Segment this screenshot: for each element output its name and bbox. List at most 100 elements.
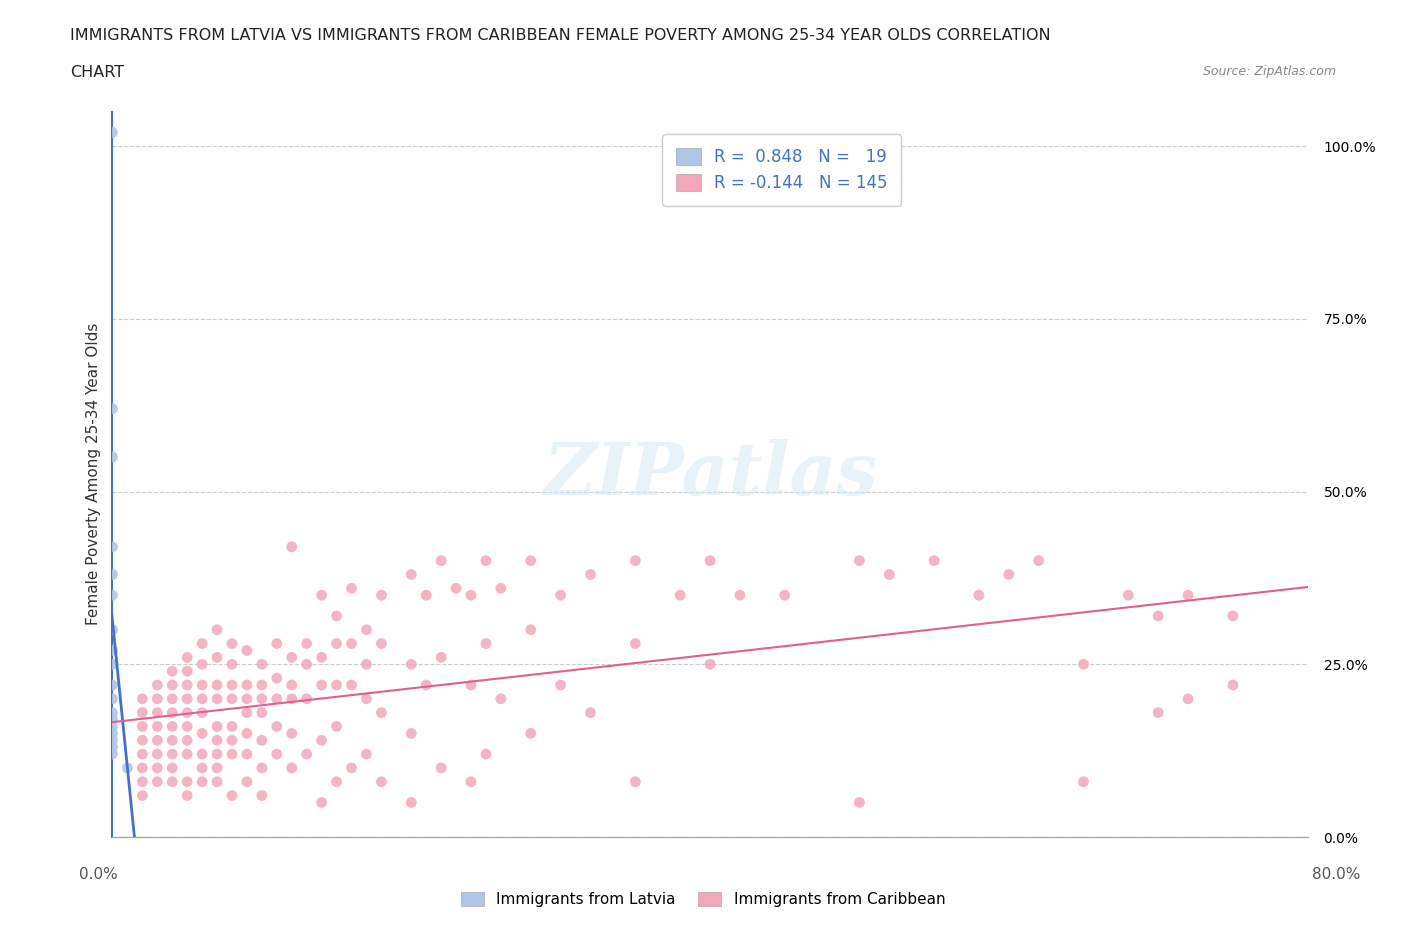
Point: [266, 636, 288, 651]
Point: [250, 733, 273, 748]
Point: [176, 719, 198, 734]
Point: [295, 691, 318, 706]
Point: [325, 678, 347, 693]
Point: [146, 775, 169, 790]
Point: [205, 733, 228, 748]
Point: [176, 733, 198, 748]
Point: [728, 588, 751, 603]
Point: [489, 581, 512, 596]
Point: [356, 622, 378, 637]
Point: [146, 733, 169, 748]
Point: [221, 733, 243, 748]
Point: [191, 657, 214, 671]
Point: [520, 622, 543, 637]
Point: [250, 761, 273, 776]
Point: [848, 795, 870, 810]
Point: [176, 650, 198, 665]
Point: [162, 719, 183, 734]
Point: [131, 733, 153, 748]
Point: [221, 678, 243, 693]
Point: [340, 678, 363, 693]
Point: [311, 588, 333, 603]
Point: [191, 726, 214, 741]
Point: [117, 761, 139, 776]
Point: [191, 747, 214, 762]
Point: [101, 643, 124, 658]
Point: [1177, 588, 1199, 603]
Point: [281, 691, 304, 706]
Point: [325, 608, 347, 623]
Point: [146, 705, 169, 720]
Point: [266, 747, 288, 762]
Point: [1222, 678, 1244, 693]
Point: [205, 719, 228, 734]
Point: [101, 678, 124, 693]
Point: [101, 622, 124, 637]
Text: IMMIGRANTS FROM LATVIA VS IMMIGRANTS FROM CARIBBEAN FEMALE POVERTY AMONG 25-34 Y: IMMIGRANTS FROM LATVIA VS IMMIGRANTS FRO…: [70, 28, 1050, 43]
Point: [250, 788, 273, 803]
Point: [205, 678, 228, 693]
Text: CHART: CHART: [70, 65, 124, 80]
Point: [356, 657, 378, 671]
Point: [205, 622, 228, 637]
Point: [146, 747, 169, 762]
Point: [699, 657, 721, 671]
Point: [311, 795, 333, 810]
Point: [370, 588, 392, 603]
Point: [266, 671, 288, 685]
Point: [311, 733, 333, 748]
Point: [101, 691, 124, 706]
Point: [221, 657, 243, 671]
Point: [146, 691, 169, 706]
Point: [340, 581, 363, 596]
Point: [205, 650, 228, 665]
Point: [998, 567, 1021, 582]
Point: [162, 691, 183, 706]
Point: [773, 588, 796, 603]
Text: Source: ZipAtlas.com: Source: ZipAtlas.com: [1202, 65, 1336, 78]
Point: [475, 747, 498, 762]
Point: [221, 636, 243, 651]
Point: [191, 678, 214, 693]
Point: [1147, 608, 1170, 623]
Point: [146, 719, 169, 734]
Point: [1177, 691, 1199, 706]
Point: [131, 747, 153, 762]
Text: ZIPatlas: ZIPatlas: [543, 439, 877, 510]
Point: [101, 747, 124, 762]
Point: [266, 691, 288, 706]
Point: [430, 650, 453, 665]
Point: [162, 733, 183, 748]
Point: [101, 712, 124, 727]
Point: [266, 719, 288, 734]
Point: [624, 775, 647, 790]
Point: [1147, 705, 1170, 720]
Point: [146, 678, 169, 693]
Point: [101, 705, 124, 720]
Y-axis label: Female Poverty Among 25-34 Year Olds: Female Poverty Among 25-34 Year Olds: [86, 323, 101, 626]
Legend: R =  0.848   N =   19, R = -0.144   N = 145: R = 0.848 N = 19, R = -0.144 N = 145: [662, 135, 901, 206]
Point: [101, 726, 124, 741]
Point: [1028, 553, 1050, 568]
Point: [162, 678, 183, 693]
Point: [131, 761, 153, 776]
Point: [101, 539, 124, 554]
Point: [101, 125, 124, 140]
Point: [221, 747, 243, 762]
Point: [460, 588, 482, 603]
Point: [131, 691, 153, 706]
Point: [281, 726, 304, 741]
Point: [1073, 657, 1095, 671]
Point: [922, 553, 945, 568]
Point: [370, 636, 392, 651]
Point: [131, 719, 153, 734]
Point: [176, 678, 198, 693]
Point: [1073, 775, 1095, 790]
Point: [550, 678, 572, 693]
Point: [848, 553, 870, 568]
Point: [1118, 588, 1140, 603]
Point: [415, 588, 437, 603]
Point: [520, 553, 543, 568]
Point: [205, 761, 228, 776]
Point: [146, 761, 169, 776]
